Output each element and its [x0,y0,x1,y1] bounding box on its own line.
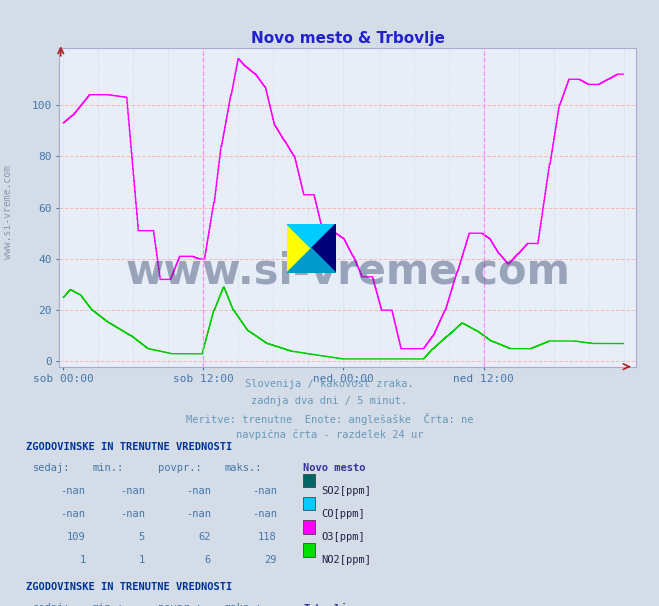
Text: maks.:: maks.: [224,463,262,473]
Text: Novo mesto: Novo mesto [303,463,366,473]
Text: sedaj:: sedaj: [33,603,71,606]
Text: NO2[ppm]: NO2[ppm] [322,555,372,565]
Text: Meritve: trenutne  Enote: anglešaške  Črta: ne: Meritve: trenutne Enote: anglešaške Črta… [186,413,473,425]
Text: -nan: -nan [252,509,277,519]
Text: -nan: -nan [186,486,211,496]
Text: -nan: -nan [120,486,145,496]
Text: SO2[ppm]: SO2[ppm] [322,486,372,496]
Polygon shape [287,248,336,273]
Text: Slovenija / kakovost zraka.: Slovenija / kakovost zraka. [245,379,414,389]
Text: 1: 1 [139,555,145,565]
Text: sedaj:: sedaj: [33,463,71,473]
Text: -nan: -nan [61,486,86,496]
Text: -nan: -nan [61,509,86,519]
Text: povpr.:: povpr.: [158,603,202,606]
Text: ZGODOVINSKE IN TRENUTNE VREDNOSTI: ZGODOVINSKE IN TRENUTNE VREDNOSTI [26,582,233,593]
Text: -nan: -nan [120,509,145,519]
Text: -nan: -nan [252,486,277,496]
Text: 118: 118 [258,532,277,542]
Polygon shape [287,224,336,248]
Text: www.si-vreme.com: www.si-vreme.com [3,165,13,259]
Text: 1: 1 [80,555,86,565]
Title: Novo mesto & Trbovlje: Novo mesto & Trbovlje [250,31,445,46]
Polygon shape [287,224,312,273]
Text: povpr.:: povpr.: [158,463,202,473]
Text: navpična črta - razdelek 24 ur: navpična črta - razdelek 24 ur [236,430,423,440]
Text: 5: 5 [139,532,145,542]
Text: Trbovlje: Trbovlje [303,603,353,606]
Text: zadnja dva dni / 5 minut.: zadnja dva dni / 5 minut. [251,396,408,406]
Text: CO[ppm]: CO[ppm] [322,509,365,519]
Text: ZGODOVINSKE IN TRENUTNE VREDNOSTI: ZGODOVINSKE IN TRENUTNE VREDNOSTI [26,442,233,453]
Text: min.:: min.: [92,603,123,606]
Text: www.si-vreme.com: www.si-vreme.com [125,250,570,292]
Text: maks.:: maks.: [224,603,262,606]
Text: 6: 6 [205,555,211,565]
Text: min.:: min.: [92,463,123,473]
Text: 62: 62 [198,532,211,542]
Text: 109: 109 [67,532,86,542]
Text: -nan: -nan [186,509,211,519]
Text: 29: 29 [264,555,277,565]
Polygon shape [312,224,336,273]
Text: O3[ppm]: O3[ppm] [322,532,365,542]
